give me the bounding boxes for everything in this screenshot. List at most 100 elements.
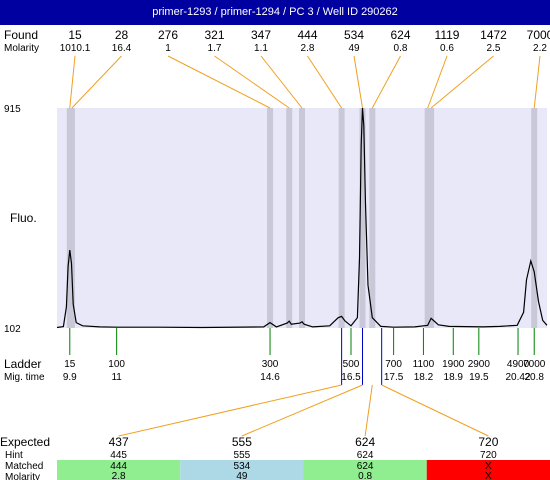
found-peak-link bbox=[260, 55, 303, 109]
ladder-size-label: 700 bbox=[385, 359, 402, 370]
y-max-label: 915 bbox=[4, 104, 21, 115]
ladder-time-label: 9.9 bbox=[63, 372, 77, 383]
ladder-time-label: 18.2 bbox=[414, 372, 434, 383]
expected-link bbox=[364, 384, 373, 437]
header-title: primer-1293 / primer-1294 / PC 3 / Well … bbox=[0, 0, 550, 25]
ladder-time-label: 19.5 bbox=[469, 372, 489, 383]
ladder-time-label: 20.8 bbox=[524, 372, 544, 383]
found-size-label: 624 bbox=[390, 28, 410, 42]
hint-value-label: 624 bbox=[357, 450, 374, 461]
peak-band bbox=[299, 108, 305, 328]
found-molarity-label: 0.6 bbox=[440, 43, 454, 54]
found-peak-link bbox=[371, 55, 401, 109]
expected-value-label: 555 bbox=[232, 435, 252, 449]
peak-band bbox=[68, 108, 75, 328]
expected-label: Expected bbox=[0, 435, 50, 449]
ladder-size-label: 1100 bbox=[413, 359, 435, 370]
peak-band bbox=[267, 108, 274, 328]
matched-value-label: 534 bbox=[234, 461, 251, 472]
match-cell bbox=[180, 460, 304, 480]
hint-value-label: 720 bbox=[480, 450, 497, 461]
found-molarity-label: 1.1 bbox=[254, 43, 268, 54]
match-cell bbox=[57, 460, 181, 480]
hint-label: Hint bbox=[5, 450, 23, 461]
matched-label: Matched bbox=[5, 461, 43, 472]
found-molarity-label: 1.7 bbox=[208, 43, 222, 54]
hint-value-label: 445 bbox=[110, 450, 127, 461]
peak-band bbox=[286, 108, 293, 328]
peak-band bbox=[531, 108, 538, 328]
ladder-size-label: 4900 bbox=[507, 359, 530, 370]
match-cell bbox=[426, 460, 550, 480]
expected-link bbox=[381, 384, 489, 437]
found-label: Found bbox=[4, 28, 38, 42]
matched-value-label: 444 bbox=[110, 461, 127, 472]
signal-line bbox=[56, 107, 548, 329]
found-size-label: 28 bbox=[115, 28, 129, 42]
ladder-time-label: 18.9 bbox=[444, 372, 464, 383]
ladder-size-label: 2900 bbox=[468, 359, 491, 370]
found-peak-link bbox=[71, 55, 122, 109]
expected-link bbox=[118, 384, 342, 437]
expected-link bbox=[241, 384, 363, 437]
found-peak-link bbox=[214, 55, 290, 109]
fluo-label: Fluo. bbox=[10, 211, 37, 225]
found-molarity-label: 16.4 bbox=[112, 43, 132, 54]
ladder-size-label: 1900 bbox=[442, 359, 465, 370]
expected-value-label: 624 bbox=[355, 435, 375, 449]
found-molarity-label: 1 bbox=[165, 43, 171, 54]
mig-time-label: Mig. time bbox=[4, 372, 45, 383]
found-molarity-label: 0.8 bbox=[394, 43, 408, 54]
matched-value-label: X bbox=[485, 461, 492, 472]
match-molarity-label: 49 bbox=[236, 471, 248, 480]
peak-band bbox=[428, 108, 435, 328]
match-molarity-label: X bbox=[485, 471, 492, 480]
found-peak-link bbox=[533, 55, 541, 109]
ladder-size-label: 500 bbox=[343, 359, 360, 370]
found-peak-link bbox=[353, 55, 363, 109]
expected-value-label: 437 bbox=[109, 435, 129, 449]
found-molarity-label: 49 bbox=[348, 43, 360, 54]
found-size-label: 1119 bbox=[435, 28, 460, 42]
found-peak-link bbox=[307, 55, 343, 109]
molarity-label: Molarity bbox=[4, 43, 39, 54]
y-min-label: 102 bbox=[4, 324, 21, 335]
ladder-time-label: 16.5 bbox=[341, 372, 361, 383]
ladder-time-label: 20.42 bbox=[506, 372, 531, 383]
peak-band bbox=[369, 108, 376, 328]
found-peak-link bbox=[167, 55, 271, 109]
ladder-label: Ladder bbox=[4, 357, 41, 371]
found-molarity-label: 2.2 bbox=[533, 43, 547, 54]
expected-value-label: 720 bbox=[478, 435, 498, 449]
found-size-label: 15 bbox=[68, 28, 82, 42]
found-peak-link bbox=[430, 55, 494, 109]
peak-band bbox=[424, 108, 431, 328]
found-size-label: 347 bbox=[251, 28, 271, 42]
found-molarity-label: 2.5 bbox=[487, 43, 501, 54]
ladder-size-label: 7000 bbox=[523, 359, 546, 370]
match-molarity-label: 2.8 bbox=[112, 471, 126, 480]
found-size-label: 444 bbox=[297, 28, 317, 42]
found-size-label: 7000 bbox=[527, 28, 550, 42]
found-molarity-label: 2.8 bbox=[301, 43, 315, 54]
peak-band bbox=[359, 108, 366, 328]
matched-value-label: 624 bbox=[357, 461, 374, 472]
found-peak-link bbox=[427, 55, 448, 109]
ladder-size-label: 300 bbox=[262, 359, 279, 370]
ladder-time-label: 17.5 bbox=[384, 372, 404, 383]
found-size-label: 276 bbox=[158, 28, 178, 42]
ladder-time-label: 11 bbox=[111, 372, 122, 383]
molarity-bottom-label: Molarity bbox=[5, 472, 40, 480]
found-peak-link bbox=[69, 55, 76, 109]
found-size-label: 534 bbox=[344, 28, 364, 42]
found-size-label: 1472 bbox=[480, 28, 507, 42]
match-cell bbox=[303, 460, 427, 480]
ladder-size-label: 100 bbox=[108, 359, 125, 370]
found-size-label: 321 bbox=[204, 28, 224, 42]
match-molarity-label: 0.8 bbox=[358, 471, 372, 480]
found-molarity-label: 1010.1 bbox=[60, 43, 91, 54]
hint-value-label: 555 bbox=[234, 450, 251, 461]
ladder-time-label: 14.6 bbox=[260, 372, 280, 383]
